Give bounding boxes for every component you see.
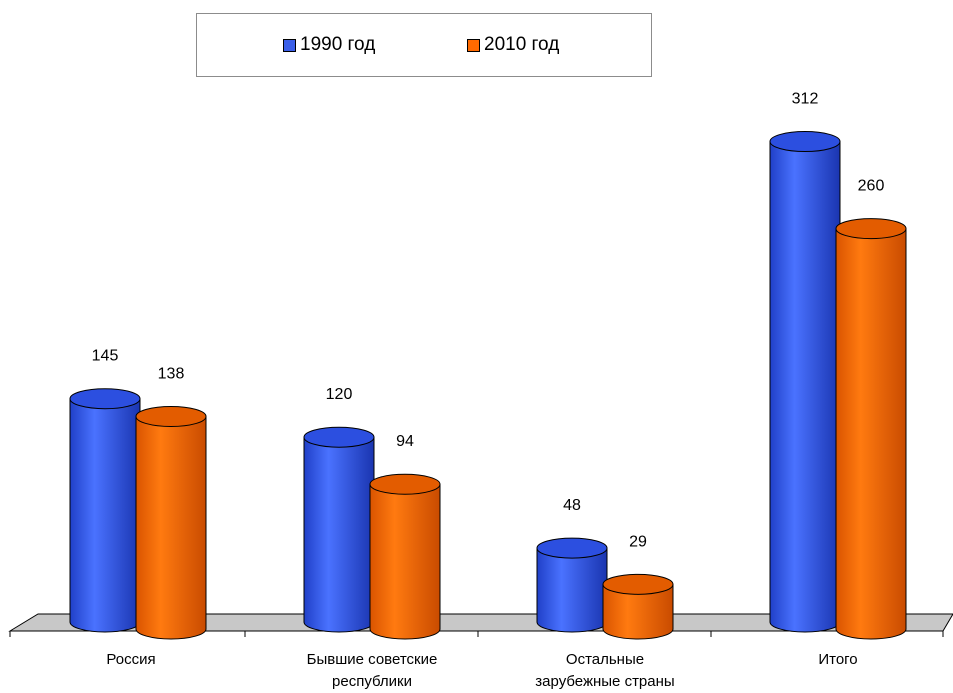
bar-series-2-2 [602,573,674,640]
bar-body [135,415,207,640]
bar-series-2-1 [369,473,441,640]
x-tick-label: Остальные зарубежные страны [500,649,710,693]
bar-series-1-1 [303,426,375,633]
bar-series-2-0 [135,405,207,640]
legend-item-series-2: 2010 год [467,34,559,56]
bar-series-1-0 [69,388,141,633]
data-label-series-1: 145 [92,348,119,365]
data-label-series-2: 138 [158,365,185,382]
legend: 1990 год 2010 год [196,13,652,77]
bar-top [769,131,841,153]
bar-body [769,141,841,633]
data-label-series-1: 312 [792,91,819,108]
x-tick-label: Бывшие советские республики [267,649,477,693]
bar-series-2-3 [835,218,907,640]
data-label-series-1: 120 [326,386,353,403]
bar-series-1-2 [536,537,608,633]
x-tick-label: Итого [733,649,943,671]
bar-body [69,398,141,633]
x-tick-label-line: Итого [818,651,858,668]
x-tick-label-line: Бывшие советские [306,651,438,668]
x-tick-label-line: Россия [106,651,156,668]
bar-body [369,483,441,640]
bar-top [835,218,907,240]
x-tick-label-line: Остальные [565,651,645,668]
bar-body [602,583,674,640]
x-tick-label-line: зарубежные страны [535,673,675,690]
bar-top [369,473,441,495]
bar-top [135,405,207,427]
bar-top [536,537,608,559]
bar-body [835,228,907,640]
bar-body [536,547,608,633]
data-label-series-1: 48 [563,497,581,514]
bar-top [303,426,375,448]
data-label-series-2: 260 [858,178,885,195]
data-label-series-2: 29 [629,533,647,550]
legend-label-series-1: 1990 год [300,34,376,55]
bar-series-1-3 [769,131,841,633]
legend-label-series-2: 2010 год [484,34,560,55]
legend-swatch-series-2 [467,38,480,52]
x-tick-label: Россия [26,649,236,671]
bar-body [303,436,375,633]
legend-swatch-series-1 [283,38,296,52]
legend-item-series-1: 1990 год [283,34,375,56]
data-label-series-2: 94 [396,433,414,450]
x-tick-label-line: республики [332,673,412,690]
bar-top [69,388,141,410]
bar-top [602,573,674,595]
